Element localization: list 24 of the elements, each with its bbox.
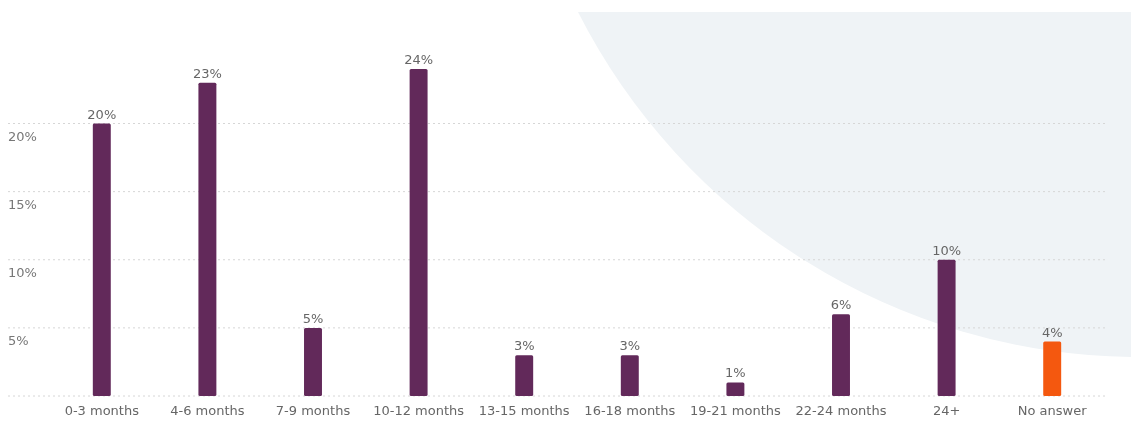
y-tick-label: 20% [8,128,37,144]
data-label: 10% [932,242,962,258]
data-label: 5% [302,310,324,326]
data-label: 3% [619,338,641,354]
data-label: 23% [192,65,222,81]
x-tick-label: No answer [1017,403,1088,418]
x-tick-label: 4-6 months [170,403,245,418]
data-label: 4% [1041,324,1063,340]
data-label: 3% [513,338,535,354]
data-label: 1% [725,365,746,381]
y-tick-label: 10% [8,264,37,280]
x-tick-label: 16-18 months [584,403,676,418]
data-label: 20% [87,106,117,122]
y-tick-label: 15% [8,196,37,212]
x-tick-label: 0-3 months [64,403,140,418]
x-tick-label: 7-9 months [275,403,351,418]
data-label: 24% [404,52,434,67]
x-tick-label: 24+ [932,403,961,418]
x-tick-label: 19-21 months [689,403,782,418]
y-tick-label: 5% [8,332,29,348]
data-label: 6% [830,297,852,313]
x-tick-label: 13-15 months [478,403,570,418]
x-tick-label: 22-24 months [795,403,887,418]
x-tick-label: 10-12 months [373,403,465,418]
